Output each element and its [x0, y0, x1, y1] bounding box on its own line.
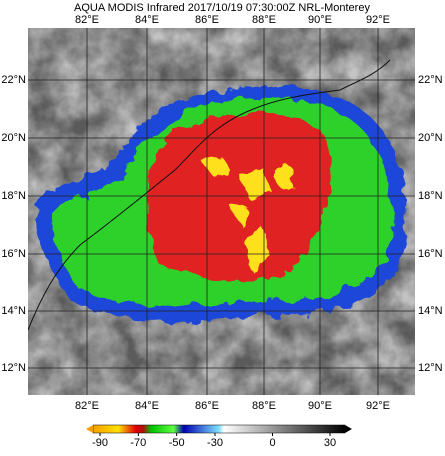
lon-label-bottom: 86°E [195, 400, 219, 412]
colorbar-tick-label: 30 [324, 437, 336, 449]
lat-label-left: 20°N [1, 132, 26, 144]
lon-label-top: 82°E [75, 14, 99, 26]
lon-label-top: 90°E [308, 14, 332, 26]
lat-label-left: 16°N [1, 248, 26, 260]
colorbar-arrow [345, 425, 352, 433]
lon-label-bottom: 88°E [252, 400, 276, 412]
satellite-image [28, 28, 415, 395]
colorbar-tick-label: -50 [169, 437, 185, 449]
colorbar-tick-label: -90 [92, 437, 108, 449]
colorbar-arrow [86, 425, 93, 433]
lon-label-bottom: 92°E [366, 400, 390, 412]
lon-label-bottom: 90°E [308, 400, 332, 412]
lat-label-left: 14°N [1, 305, 26, 317]
lat-label-right: 12°N [418, 362, 443, 374]
title: AQUA MODIS Infrared 2017/10/19 07:30:00Z… [74, 2, 370, 14]
colorbar [92, 424, 346, 434]
coastline [28, 59, 391, 331]
lon-label-top: 84°E [135, 14, 159, 26]
lat-label-right: 20°N [418, 132, 443, 144]
lat-label-left: 12°N [1, 362, 26, 374]
lon-label-top: 86°E [195, 14, 219, 26]
lat-label-right: 18°N [418, 190, 443, 202]
graticule [28, 28, 415, 395]
lat-label-right: 22°N [418, 74, 443, 86]
colorbar-tick-label: 0 [269, 437, 275, 449]
lon-label-top: 88°E [252, 14, 276, 26]
lon-label-bottom: 84°E [135, 400, 159, 412]
lon-label-bottom: 82°E [75, 400, 99, 412]
lat-label-right: 16°N [418, 248, 443, 260]
lat-label-left: 22°N [1, 74, 26, 86]
colorbar-tick-label: -70 [130, 437, 146, 449]
lat-label-left: 18°N [1, 190, 26, 202]
colorbar-tick-label: -30 [207, 437, 223, 449]
lon-label-top: 92°E [366, 14, 390, 26]
lat-label-right: 14°N [418, 305, 443, 317]
